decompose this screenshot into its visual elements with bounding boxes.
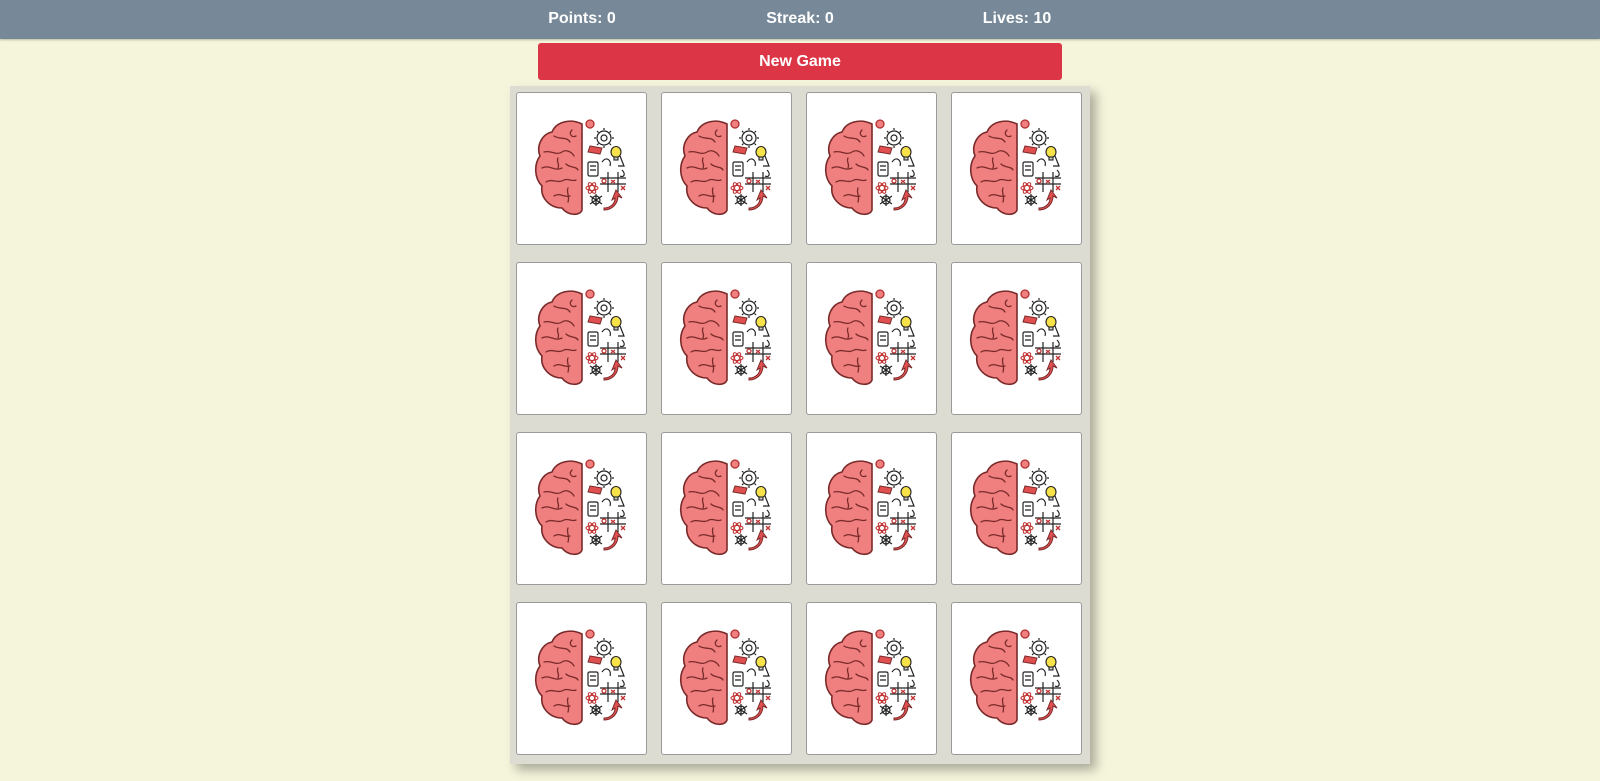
memory-card[interactable] (951, 92, 1082, 245)
memory-card[interactable] (661, 602, 792, 755)
memory-card[interactable] (806, 432, 937, 585)
memory-card[interactable] (516, 602, 647, 755)
score-bar: Points: 0 Streak: 0 Lives: 10 (0, 0, 1600, 39)
lives-counter: Lives: 10 (982, 10, 1052, 27)
memory-card[interactable] (951, 262, 1082, 415)
memory-card[interactable] (516, 92, 647, 245)
memory-card[interactable] (951, 432, 1082, 585)
card-grid (510, 86, 1090, 764)
streak-counter: Streak: 0 (766, 10, 834, 27)
new-game-button[interactable]: New Game (538, 43, 1062, 80)
memory-card[interactable] (806, 92, 937, 245)
memory-card[interactable] (806, 262, 937, 415)
memory-card[interactable] (806, 602, 937, 755)
memory-card[interactable] (661, 92, 792, 245)
memory-card[interactable] (516, 262, 647, 415)
memory-card[interactable] (661, 262, 792, 415)
memory-card[interactable] (951, 602, 1082, 755)
points-counter: Points: 0 (548, 10, 616, 27)
memory-card[interactable] (661, 432, 792, 585)
memory-card[interactable] (516, 432, 647, 585)
